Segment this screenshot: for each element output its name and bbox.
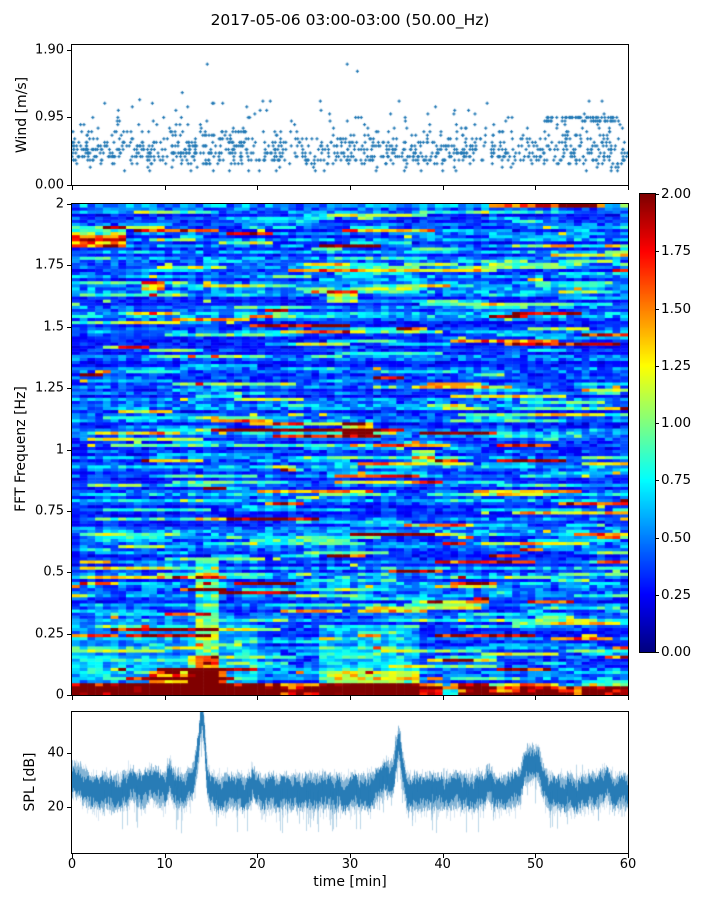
time-xtick-mark	[442, 854, 444, 858]
wind-xtick-mark	[257, 186, 259, 190]
colorbar-tick-label: 0.25	[661, 586, 692, 603]
colorbar-canvas	[640, 194, 655, 652]
colorbar-tick-label: 1.50	[661, 300, 692, 317]
fft-ytick-mark	[67, 633, 71, 635]
fft-ytick-label: 0.75	[35, 503, 64, 519]
fft-ytick-mark	[67, 572, 71, 574]
colorbar-tick-label: 1.25	[661, 357, 692, 374]
time-xtick-label: 40	[434, 857, 451, 872]
spl-canvas	[72, 712, 628, 853]
fft-ytick-label: 0	[55, 687, 64, 703]
colorbar-tick-label: 0.75	[661, 472, 692, 489]
wind-ytick-mark	[67, 117, 71, 119]
colorbar-tick-label: 1.75	[661, 243, 692, 260]
colorbar-tick-mark	[656, 594, 659, 596]
spl-ytick-mark	[67, 752, 71, 754]
time-xtick-label: 20	[249, 857, 266, 872]
time-xtick-mark	[72, 854, 73, 858]
wind-xtick-mark	[350, 186, 351, 190]
spl-ytick-mark	[67, 806, 71, 808]
wind-ytick-label: 0.00	[35, 177, 64, 193]
spl-ytick-label: 20	[47, 799, 64, 815]
fft-ytick-label: 0.25	[35, 626, 64, 642]
fft-ytick-label: 0.5	[43, 564, 64, 580]
fft-ytick-mark	[67, 326, 71, 328]
wind-xtick-mark	[164, 186, 166, 190]
colorbar-tick-label: 0.50	[661, 529, 692, 546]
fft-ytick-label: 1.5	[43, 319, 64, 335]
fft-ytick-label: 1.75	[35, 257, 64, 273]
colorbar-tick-mark	[656, 480, 659, 482]
wind-ytick-label: 1.90	[35, 42, 64, 58]
fft-xtick-mark	[350, 696, 351, 700]
colorbar-tick-label: 1.00	[661, 415, 692, 431]
wind-ytick-label: 0.95	[35, 109, 64, 125]
wind-xtick-mark	[442, 186, 444, 190]
time-xlabel: time [min]	[313, 874, 387, 890]
colorbar-tick-mark	[656, 652, 659, 653]
colorbar-tick-label: 2.00	[661, 186, 692, 202]
time-xtick-mark	[350, 854, 351, 858]
fft-xtick-mark	[72, 696, 73, 700]
fft-xtick-mark	[164, 696, 166, 700]
colorbar-tick-label: 0.00	[661, 644, 692, 660]
fft-ytick-mark	[67, 204, 71, 205]
wind-ytick-mark	[67, 49, 71, 51]
fft-xtick-mark	[535, 696, 537, 700]
time-xtick-mark	[164, 854, 166, 858]
fft-ytick-mark	[67, 265, 71, 267]
fft-ytick-mark	[67, 510, 71, 512]
time-xtick-label: 10	[156, 857, 173, 872]
fft-ytick-label: 1	[55, 442, 64, 457]
colorbar-tick-mark	[656, 308, 659, 310]
wind-ytick-mark	[67, 185, 71, 186]
time-xtick-label: 0	[67, 857, 77, 872]
colorbar-tick-mark	[656, 365, 659, 367]
fft-ytick-mark	[67, 449, 71, 451]
fft-xtick-mark	[442, 696, 444, 700]
time-xtick-label: 50	[527, 857, 544, 872]
spectrogram-canvas	[72, 204, 628, 695]
fft-frequency-ylabel: FFT Frequenz [Hz]	[13, 386, 29, 512]
spl-ylabel: SPL [dB]	[22, 752, 38, 812]
colorbar-tick-mark	[656, 194, 659, 195]
colorbar-tick-mark	[656, 423, 659, 424]
wind-xtick-mark	[535, 186, 537, 190]
wind-xtick-mark	[72, 186, 73, 190]
spl-ytick-label: 40	[47, 745, 64, 761]
fft-ytick-label: 2	[55, 196, 64, 212]
wind-xtick-mark	[628, 186, 629, 190]
fft-xtick-mark	[628, 696, 629, 700]
time-xtick-mark	[257, 854, 259, 858]
fft-xtick-mark	[257, 696, 259, 700]
fft-ytick-mark	[67, 695, 71, 696]
colorbar-tick-mark	[656, 251, 659, 253]
wind-scatter-canvas	[72, 45, 628, 185]
colorbar-tick-mark	[656, 537, 659, 539]
fft-ytick-mark	[67, 388, 71, 390]
time-xtick-label: 30	[341, 857, 359, 872]
time-xtick-label: 60	[619, 857, 637, 872]
wind-ylabel: Wind [m/s]	[14, 76, 30, 154]
time-xtick-mark	[628, 854, 629, 858]
fft-ytick-label: 1.25	[35, 380, 64, 396]
figure-title: 2017-05-06 03:00-03:00 (50.00_Hz)	[210, 11, 490, 29]
time-xtick-mark	[535, 854, 537, 858]
